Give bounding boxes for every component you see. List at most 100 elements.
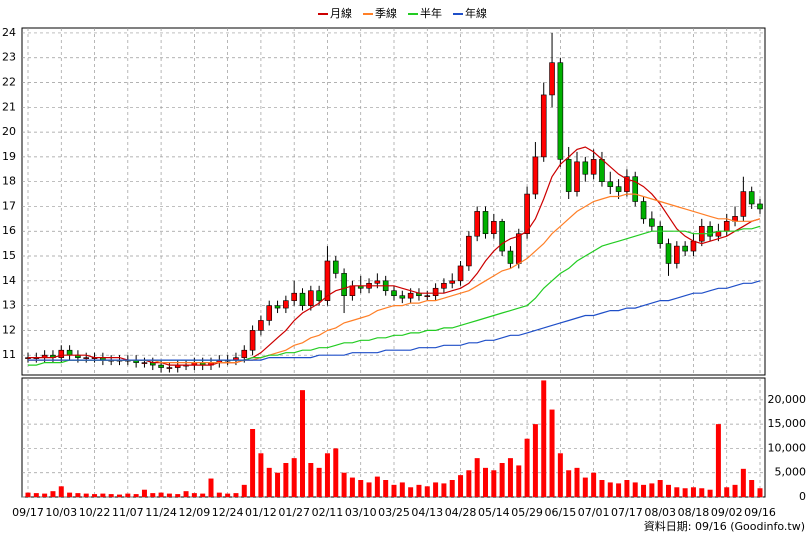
volume-bar (674, 487, 680, 497)
candle-body (491, 221, 497, 235)
x-tick-label: 05/29 (511, 506, 543, 519)
y-tick-label: 15 (2, 249, 16, 262)
volume-bar (83, 493, 89, 497)
volume-bar (308, 463, 314, 497)
volume-bar (33, 493, 39, 497)
candle-body (607, 181, 614, 187)
candle-body (632, 176, 639, 202)
volume-bar (682, 488, 688, 497)
candle-body (757, 203, 763, 210)
volume-bar (416, 484, 422, 497)
volume-bar (524, 438, 530, 497)
candle-body (391, 290, 397, 296)
volume-bar (541, 380, 547, 497)
volume-bar (291, 458, 297, 497)
candle-body (599, 159, 605, 182)
candle-body (624, 176, 630, 192)
candle-body (399, 295, 406, 299)
y-tick-label: 13 (2, 299, 16, 312)
volume-bar (399, 482, 405, 497)
y-tick-label: 12 (2, 323, 16, 336)
y-tick-label: 20 (2, 125, 16, 138)
x-tick-label: 09/17 (12, 506, 44, 519)
legend-label: 季線 (375, 6, 397, 20)
volume-bar (300, 390, 305, 497)
volume-bar (424, 486, 430, 497)
candle-body (441, 282, 447, 289)
y-tick-label: 17 (2, 199, 16, 212)
volume-bar (374, 476, 380, 497)
x-tick-label: 08/18 (678, 506, 710, 519)
x-tick-label: 03/25 (378, 506, 410, 519)
volume-bar (666, 484, 671, 497)
candle-body (748, 191, 755, 205)
candle-body (249, 330, 256, 351)
candle-body (424, 295, 431, 297)
x-tick-label: 09/02 (711, 506, 743, 519)
candle-body (432, 287, 439, 296)
volume-bar (141, 489, 147, 497)
candle-body (723, 221, 730, 232)
x-tick-label: 08/03 (644, 506, 676, 519)
candle-body (740, 191, 747, 217)
volume-bar (433, 482, 439, 497)
volume-bar (42, 493, 48, 497)
volume-bar (92, 494, 98, 497)
ma-line (28, 280, 761, 361)
volume-bar (358, 480, 364, 497)
legend-label: 月線 (330, 6, 352, 20)
x-tick-label: 02/11 (312, 506, 344, 519)
candle-body (549, 62, 555, 96)
candle-body (657, 225, 663, 244)
x-tick-label: 07/01 (578, 506, 610, 519)
x-tick-label: 04/28 (445, 506, 477, 519)
candle-body (283, 300, 289, 309)
x-tick-label: 12/24 (212, 506, 244, 519)
y2-tick-label: 10,000 (768, 441, 807, 454)
volume-bar (499, 463, 505, 497)
candle-body (674, 245, 680, 264)
candle-body (449, 280, 456, 284)
volume-bar (158, 492, 164, 497)
candle-body (308, 290, 314, 306)
candle-body (141, 362, 148, 364)
volume-bar (216, 492, 222, 497)
volume-bar (366, 482, 372, 497)
x-tick-label: 03/10 (345, 506, 377, 519)
candle-body (532, 156, 539, 195)
volume-bar (474, 458, 480, 497)
volume-bar (574, 467, 580, 497)
volume-bar (208, 478, 214, 497)
volume-bar (699, 488, 705, 497)
candle-body (341, 273, 347, 296)
candle-body (407, 292, 414, 299)
y-tick-label: 18 (2, 175, 16, 188)
x-tick-label: 01/27 (278, 506, 310, 519)
volume-bar (632, 482, 638, 497)
candle-body (332, 260, 339, 274)
volume-bar (333, 448, 339, 497)
volume-bar (715, 424, 721, 497)
volume-bar (25, 492, 31, 497)
candle-body (349, 285, 356, 296)
y-tick-label: 19 (2, 150, 16, 163)
candle-body (241, 349, 248, 358)
volume-bar (507, 458, 513, 497)
volume-bar (466, 470, 472, 497)
volume-panel (21, 377, 766, 498)
volume-bar (732, 484, 738, 497)
candle-body (457, 265, 464, 282)
candle-body (474, 211, 480, 237)
volume-bar (757, 488, 763, 497)
volume-bar (275, 472, 281, 497)
y-tick-label: 16 (2, 224, 16, 237)
candle-body (540, 94, 547, 158)
volume-bar (449, 480, 455, 497)
candle-body (565, 159, 572, 192)
y2-tick-label: 15,000 (768, 417, 807, 430)
volume-bar (125, 493, 131, 497)
volume-bar (690, 487, 696, 497)
x-tick-label: 04/13 (411, 506, 443, 519)
volume-bar (258, 453, 264, 497)
volume-bar (67, 492, 73, 497)
